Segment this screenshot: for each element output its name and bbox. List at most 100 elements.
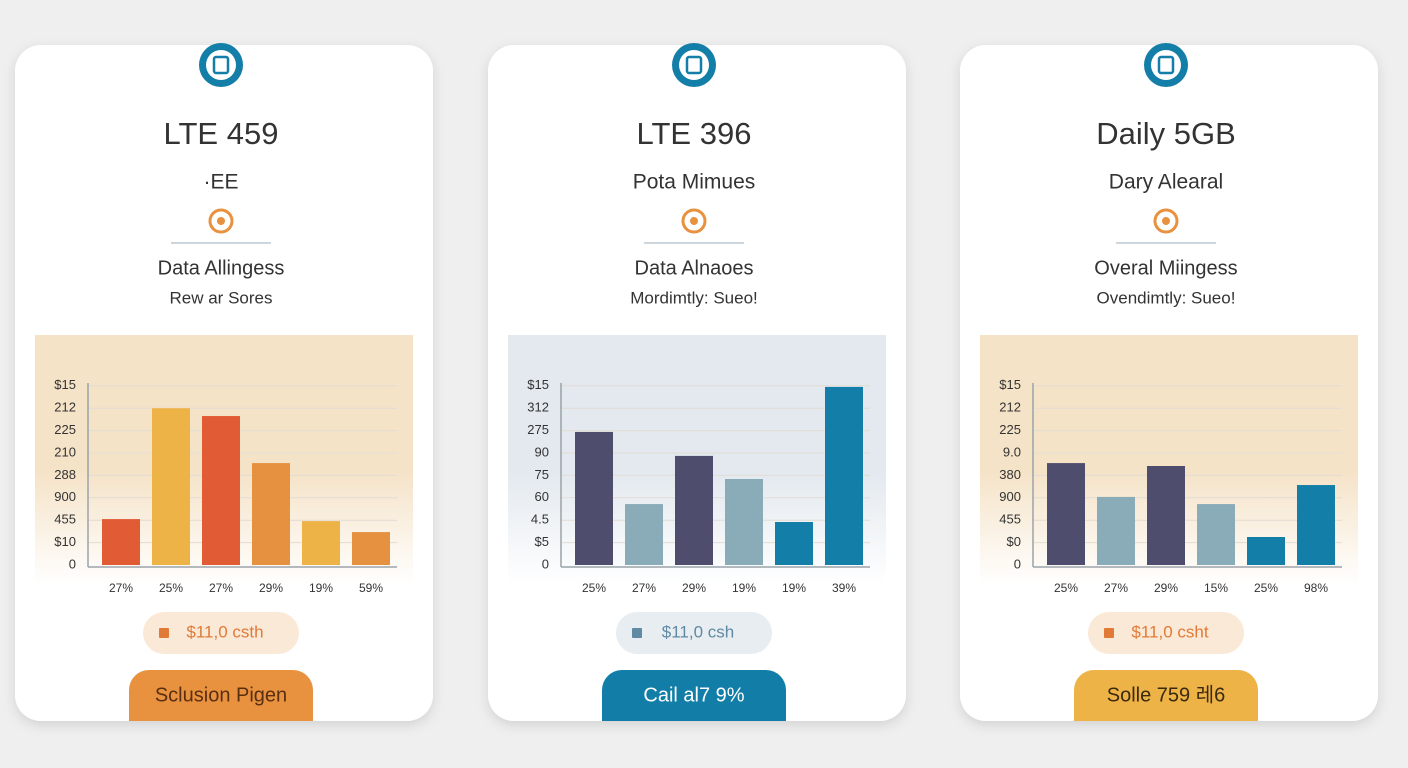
badge: [681, 208, 707, 234]
y-tick-label: 210: [54, 444, 76, 459]
bar: [1247, 537, 1285, 565]
x-tick-label: 29%: [1154, 581, 1178, 595]
card-heading: Data Allingess: [158, 257, 285, 279]
bar: [102, 519, 140, 565]
y-tick-label: $15: [999, 377, 1021, 392]
card-subtitle: Pota Mimues: [633, 171, 756, 194]
y-tick-label: 90: [535, 444, 549, 459]
bar: [1047, 463, 1085, 565]
price-pill: [1088, 612, 1244, 654]
badge-dot: [690, 217, 698, 225]
badge-dot: [217, 217, 225, 225]
icon-inner: [679, 50, 709, 80]
price-icon: [632, 628, 642, 638]
action-button-label: Sclusion Pigen: [155, 684, 287, 706]
x-tick-label: 39%: [832, 581, 856, 595]
card-subtitle: ·EE: [203, 171, 238, 194]
y-tick-label: $15: [527, 377, 549, 392]
badge: [208, 208, 234, 234]
badge-dot: [1162, 217, 1170, 225]
badge: [1153, 208, 1179, 234]
bar: [825, 386, 863, 565]
bar: [1147, 465, 1185, 565]
y-tick-label: 0: [542, 556, 549, 571]
x-tick-label: 25%: [582, 581, 606, 595]
y-tick-label: 455: [54, 512, 76, 527]
icon-glyph: [685, 55, 703, 75]
action-button: [129, 670, 313, 721]
icon-glyph: [212, 55, 230, 75]
bar: [575, 431, 613, 565]
y-tick-label: 75: [535, 467, 549, 482]
price-icon: [159, 628, 169, 638]
bar: [675, 455, 713, 565]
bar: [202, 416, 240, 565]
y-tick-label: $10: [54, 534, 76, 549]
y-tick-label: $15: [54, 377, 76, 392]
y-tick-label: 212: [999, 400, 1021, 415]
price-label: $11,0 csht: [1131, 622, 1208, 641]
x-tick-label: 25%: [1054, 581, 1078, 595]
action-button-label: Cail al7 9%: [643, 684, 744, 706]
y-tick-label: 900: [54, 489, 76, 504]
x-tick-label: 27%: [109, 581, 133, 595]
action-button: [602, 670, 786, 721]
x-tick-label: 29%: [682, 581, 706, 595]
y-tick-label: 455: [999, 512, 1021, 527]
y-tick-label: 900: [999, 489, 1021, 504]
y-tick-label: 212: [54, 400, 76, 415]
card-heading: Overal Miingess: [1094, 257, 1237, 279]
x-tick-label: 19%: [732, 581, 756, 595]
card: LTE 459 ·EE Data Allingess Rew ar Sores 0 $10…: [15, 43, 433, 721]
y-tick-label: 288: [54, 467, 76, 482]
card-title: LTE 396: [637, 116, 752, 151]
icon-inner: [206, 50, 236, 80]
card: Daily 5GB Dary Alearal Overal Miingess Oven…: [960, 43, 1378, 721]
icon-glyph: [1157, 55, 1175, 75]
x-tick-label: 25%: [1254, 581, 1278, 595]
bar: [1097, 496, 1135, 565]
bar: [352, 532, 390, 565]
y-tick-label: $0: [1007, 534, 1021, 549]
y-tick-label: 275: [527, 422, 549, 437]
card-subheading: Mordimtly: Sueo!: [630, 288, 758, 307]
action-button: [1074, 670, 1258, 721]
y-tick-label: 380: [999, 467, 1021, 482]
bar: [725, 478, 763, 565]
icon-inner: [1151, 50, 1181, 80]
card-title: LTE 459: [164, 116, 279, 151]
price-pill: [143, 612, 299, 654]
x-tick-label: 19%: [309, 581, 333, 595]
card-subheading: Ovendimtly: Sueo!: [1097, 288, 1236, 307]
y-tick-label: $5: [535, 534, 549, 549]
price-icon: [1104, 628, 1114, 638]
card-subheading: Rew ar Sores: [170, 288, 273, 307]
x-tick-label: 27%: [1104, 581, 1128, 595]
x-tick-label: 59%: [359, 581, 383, 595]
y-tick-label: 4.5: [531, 512, 549, 527]
bar: [302, 521, 340, 565]
price-label: $11,0 csth: [186, 622, 263, 641]
bar: [1297, 485, 1335, 565]
card-subtitle: Dary Alearal: [1109, 171, 1223, 194]
bar: [252, 463, 290, 565]
y-tick-label: 0: [1014, 556, 1021, 571]
y-tick-label: 312: [527, 400, 549, 415]
bar: [775, 521, 813, 565]
card-title: Daily 5GB: [1096, 116, 1236, 151]
y-tick-label: 225: [54, 422, 76, 437]
y-tick-label: 60: [535, 489, 549, 504]
y-tick-label: 9.0: [1003, 444, 1021, 459]
x-tick-label: 27%: [632, 581, 656, 595]
x-tick-label: 98%: [1304, 581, 1328, 595]
card-heading: Data Alnaoes: [635, 257, 754, 279]
card: LTE 396 Pota Mimues Data Alnaoes Mordimtly:…: [488, 43, 906, 721]
action-button-label: Solle 759 레6: [1107, 683, 1225, 706]
price-pill: [616, 612, 772, 654]
bar: [1197, 504, 1235, 565]
y-tick-label: 225: [999, 422, 1021, 437]
y-tick-label: 0: [69, 556, 76, 571]
x-tick-label: 25%: [159, 581, 183, 595]
